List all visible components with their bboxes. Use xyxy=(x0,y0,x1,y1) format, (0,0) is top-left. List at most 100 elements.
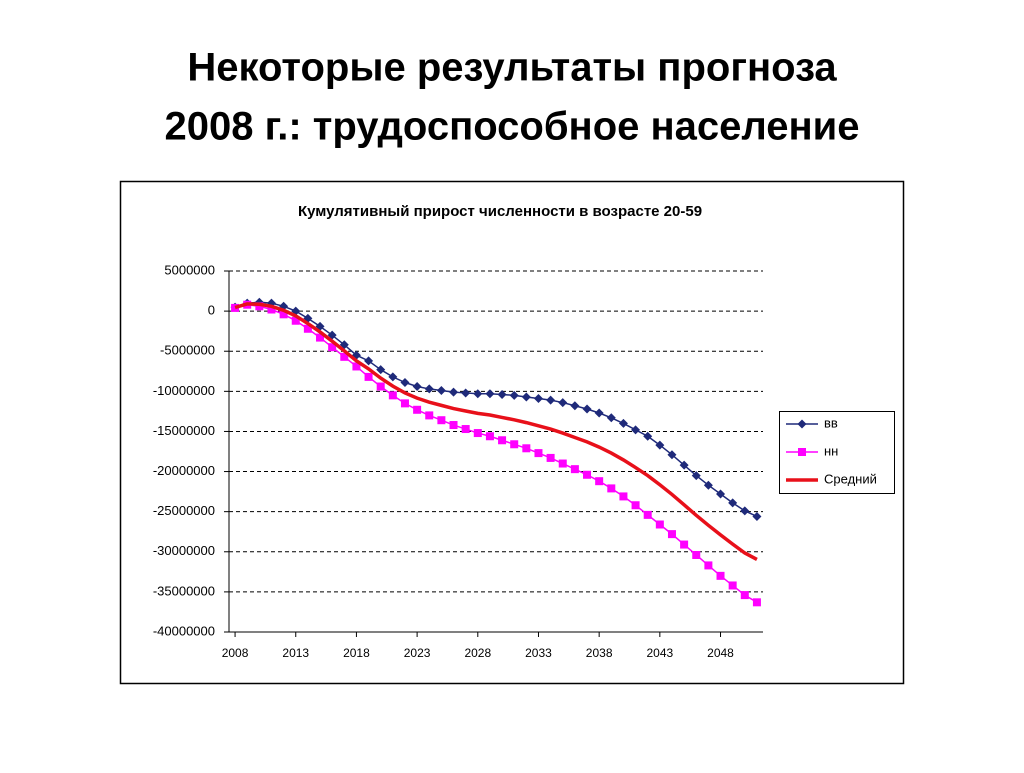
point xyxy=(619,492,628,501)
point xyxy=(570,401,580,411)
point xyxy=(461,425,470,434)
point xyxy=(291,316,300,325)
point xyxy=(231,303,240,312)
slide-title-line: Некоторые результаты прогноза xyxy=(187,46,837,90)
y-tick-label: -15000000 xyxy=(153,423,215,438)
point xyxy=(376,382,385,391)
point xyxy=(583,470,592,479)
y-tick-label: 5000000 xyxy=(164,262,215,277)
point xyxy=(570,465,579,474)
x-tick-label: 2038 xyxy=(586,646,613,660)
point xyxy=(704,561,713,570)
point xyxy=(680,540,689,549)
y-tick-label: -20000000 xyxy=(153,463,215,478)
point xyxy=(667,530,676,539)
legend-marker xyxy=(797,419,807,429)
point xyxy=(631,425,641,435)
slide-title-line: 2008 г.: трудоспособное население xyxy=(164,105,859,149)
point xyxy=(436,386,446,396)
legend-marker xyxy=(798,448,806,456)
point xyxy=(461,388,471,398)
x-tick-label: 2048 xyxy=(707,646,734,660)
point xyxy=(679,460,689,470)
point xyxy=(534,449,543,458)
point xyxy=(412,382,422,392)
point xyxy=(498,436,507,445)
y-tick-label: -25000000 xyxy=(153,503,215,518)
point xyxy=(473,389,483,399)
legend-label: вв xyxy=(824,415,838,430)
point xyxy=(400,399,409,408)
point xyxy=(364,356,374,366)
point xyxy=(728,581,737,590)
point xyxy=(558,459,567,468)
point xyxy=(595,477,604,486)
point xyxy=(667,450,677,460)
point xyxy=(643,431,653,441)
point xyxy=(716,571,725,580)
point xyxy=(728,498,738,508)
point xyxy=(388,391,397,400)
point xyxy=(631,501,640,510)
point xyxy=(449,387,459,397)
point xyxy=(316,333,325,342)
point xyxy=(582,404,592,414)
x-tick-label: 2013 xyxy=(282,646,309,660)
point xyxy=(558,398,568,408)
point xyxy=(267,305,276,314)
x-tick-label: 2043 xyxy=(646,646,673,660)
point xyxy=(279,310,288,319)
point xyxy=(340,352,349,361)
point xyxy=(643,510,652,519)
point xyxy=(364,372,373,381)
point xyxy=(703,480,713,490)
point xyxy=(716,489,726,499)
point xyxy=(752,511,762,521)
x-tick-label: 2033 xyxy=(525,646,552,660)
point xyxy=(473,429,482,438)
point xyxy=(546,453,555,462)
point xyxy=(618,418,628,428)
series-line xyxy=(234,302,758,561)
point xyxy=(546,395,556,405)
point xyxy=(522,444,531,453)
point xyxy=(328,343,337,352)
point xyxy=(388,372,398,382)
point xyxy=(413,405,422,414)
point xyxy=(692,550,701,559)
y-tick-label: 0 xyxy=(208,303,215,318)
point xyxy=(655,520,664,529)
chart-frame xyxy=(119,180,905,685)
y-tick-label: -40000000 xyxy=(153,623,215,638)
point xyxy=(497,390,507,400)
point xyxy=(255,302,264,311)
point xyxy=(424,384,434,394)
point xyxy=(691,471,701,481)
point xyxy=(594,408,604,418)
point xyxy=(400,378,410,388)
point xyxy=(425,411,434,420)
y-tick-label: -35000000 xyxy=(153,583,215,598)
point xyxy=(510,440,519,449)
y-tick-label: -5000000 xyxy=(160,343,215,358)
point xyxy=(485,432,494,441)
point xyxy=(606,413,616,423)
y-tick-label: -30000000 xyxy=(153,543,215,558)
point xyxy=(303,324,312,333)
point xyxy=(376,365,386,375)
point xyxy=(437,416,446,425)
point xyxy=(655,440,665,450)
point xyxy=(509,390,519,400)
point xyxy=(533,394,543,404)
x-tick-label: 2018 xyxy=(343,646,370,660)
x-tick-label: 2023 xyxy=(404,646,431,660)
point xyxy=(752,598,761,607)
legend-label: Средний xyxy=(824,471,877,486)
legend-label: нн xyxy=(824,443,838,458)
point xyxy=(740,591,749,600)
point xyxy=(485,389,495,399)
point xyxy=(607,484,616,493)
point xyxy=(521,392,531,402)
